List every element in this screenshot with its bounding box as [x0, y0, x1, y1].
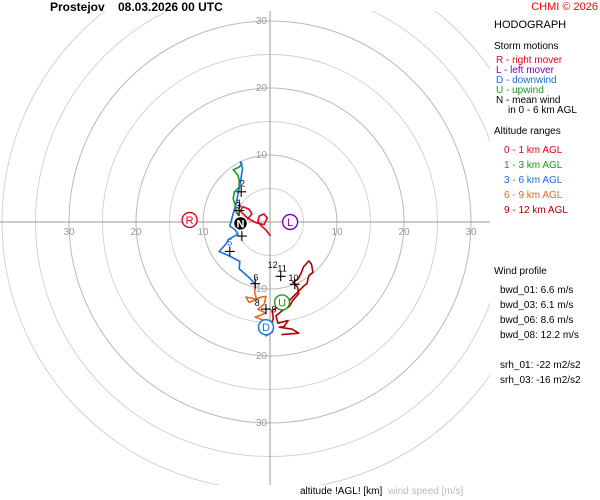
y-tick-label: 30: [256, 16, 268, 27]
altitude-label: 12: [268, 260, 278, 270]
wind-profile-item: bwd_01: 6.6 m/s: [500, 285, 574, 296]
altitude-ranges-title: Altitude ranges: [494, 126, 561, 137]
altitude-range-legend-item: 6 - 9 km AGL: [504, 190, 563, 201]
altitude-label: 10: [288, 273, 298, 283]
x-tick-label: 20: [130, 227, 142, 238]
hodograph-trace: [235, 205, 271, 237]
hodograph-trace: [218, 160, 257, 286]
storm-motion-legend-item: R - right mover: [496, 55, 563, 66]
altitude-label: 1: [237, 198, 242, 208]
altitude-label: 2: [240, 178, 245, 188]
x-tick-label: 30: [63, 227, 75, 238]
y-tick-label: 20: [256, 83, 268, 94]
footer-labels: altitude !AGL! [km] wind speed [m/s]: [300, 486, 463, 497]
altitude-label: 11: [277, 264, 286, 274]
y-tick-label: 30: [256, 418, 268, 429]
altitude-range-legend-item: 0 - 1 km AGL: [504, 145, 563, 156]
wind-profile-item: bwd_06: 8.6 m/s: [500, 315, 574, 326]
x-tick-label: 10: [197, 227, 209, 238]
y-tick-label: 20: [256, 351, 268, 362]
hodograph-title: HODOGRAPH: [494, 19, 567, 31]
altitude-cross: [275, 271, 286, 282]
storm-marker-label: N: [237, 218, 245, 230]
storm-marker-circle: [181, 211, 198, 229]
storm-motion-legend-item: D - downwind: [496, 75, 557, 86]
x-tick-label: 20: [398, 227, 410, 238]
hodograph-trace: [268, 260, 314, 336]
wind-profile-item: srh_01: -22 m2/s2: [500, 360, 581, 371]
speed-unit-label: wind speed [m/s]: [388, 486, 464, 497]
x-tick-label: 30: [465, 227, 477, 238]
storm-motion-legend-item: U - upwind: [496, 85, 544, 96]
storm-marker-label: L: [287, 217, 293, 229]
altitude-cross: [224, 246, 235, 257]
storm-motions-title: Storm motions: [494, 41, 559, 52]
storm-marker-label: D: [262, 322, 270, 334]
altitude-cross: [236, 231, 247, 242]
y-tick-label: 10: [256, 150, 268, 161]
credit-text: CHMI © 2026: [531, 1, 598, 13]
altitude-cross: [289, 279, 300, 290]
storm-marker-circle: [232, 215, 249, 232]
altitude-cross: [260, 304, 271, 315]
altitude-unit-label: altitude !AGL! [km]: [300, 486, 383, 497]
storm-marker-circle: [273, 294, 291, 311]
storm-motion-legend-item: L - left mover: [496, 65, 554, 76]
storm-marker-label: U: [278, 297, 286, 309]
altitude-range-legend-item: 1 - 3 km AGL: [504, 160, 563, 171]
altitude-label: 8: [255, 298, 260, 308]
station-name: Prostejov: [50, 0, 105, 14]
y-tick-label: 10: [256, 284, 268, 295]
altitude-label: 5: [227, 237, 232, 247]
altitude-label: 3: [236, 201, 241, 211]
altitude-label: 9: [272, 304, 277, 314]
altitude-cross: [236, 186, 247, 197]
hodograph-trace: [232, 160, 243, 214]
wind-profile-title: Wind profile: [494, 266, 547, 277]
x-tick-label: 10: [331, 227, 343, 238]
valid-datetime: 08.03.2026 00 UTC: [118, 0, 223, 14]
wind-profile-item: bwd_03: 6.1 m/s: [500, 300, 574, 311]
storm-marker-label: R: [186, 215, 194, 227]
storm-motion-legend-item: in 0 - 6 km AGL: [508, 105, 577, 116]
wind-profile-item: srh_03: -16 m2/s2: [500, 375, 581, 386]
altitude-cross: [234, 205, 245, 216]
wind-profile-item: bwd_08: 12.2 m/s: [500, 330, 579, 341]
altitude-label: 6: [253, 272, 258, 282]
storm-motion-legend-item: N - mean wind: [496, 95, 561, 106]
storm-marker-circle: [281, 213, 299, 231]
altitude-range-legend-item: 3 - 6 km AGL: [504, 175, 563, 186]
altitude-range-legend-item: 9 - 12 km AGL: [504, 205, 568, 216]
altitude-cross: [250, 278, 261, 289]
storm-marker-circle: [257, 318, 275, 336]
